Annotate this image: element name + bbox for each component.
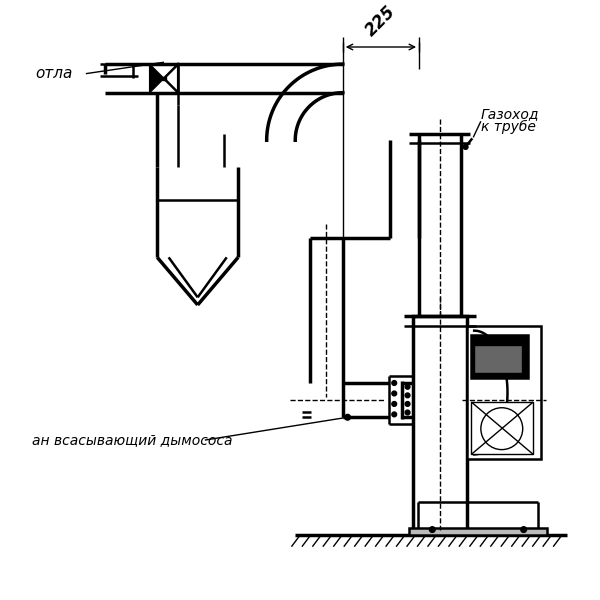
Circle shape <box>345 415 350 420</box>
Text: отла: отла <box>35 66 73 81</box>
Circle shape <box>521 527 527 532</box>
Circle shape <box>463 145 468 149</box>
Circle shape <box>405 401 410 406</box>
Circle shape <box>405 385 410 389</box>
Circle shape <box>430 527 435 532</box>
Bar <box>162 77 166 80</box>
Circle shape <box>392 401 397 406</box>
Bar <box>472 402 533 454</box>
Circle shape <box>392 412 397 417</box>
Text: к трубе: к трубе <box>481 120 536 134</box>
Circle shape <box>405 410 410 415</box>
Bar <box>409 527 547 535</box>
Bar <box>467 326 541 459</box>
Circle shape <box>392 380 397 385</box>
Circle shape <box>405 393 410 398</box>
Text: ан всасывающий дымососа: ан всасывающий дымососа <box>32 433 232 447</box>
Circle shape <box>392 391 397 396</box>
Bar <box>413 316 467 530</box>
Text: Газоход: Газоход <box>481 107 539 122</box>
Text: 225: 225 <box>362 2 400 40</box>
Bar <box>472 335 529 378</box>
Bar <box>474 345 522 373</box>
Polygon shape <box>149 64 164 92</box>
